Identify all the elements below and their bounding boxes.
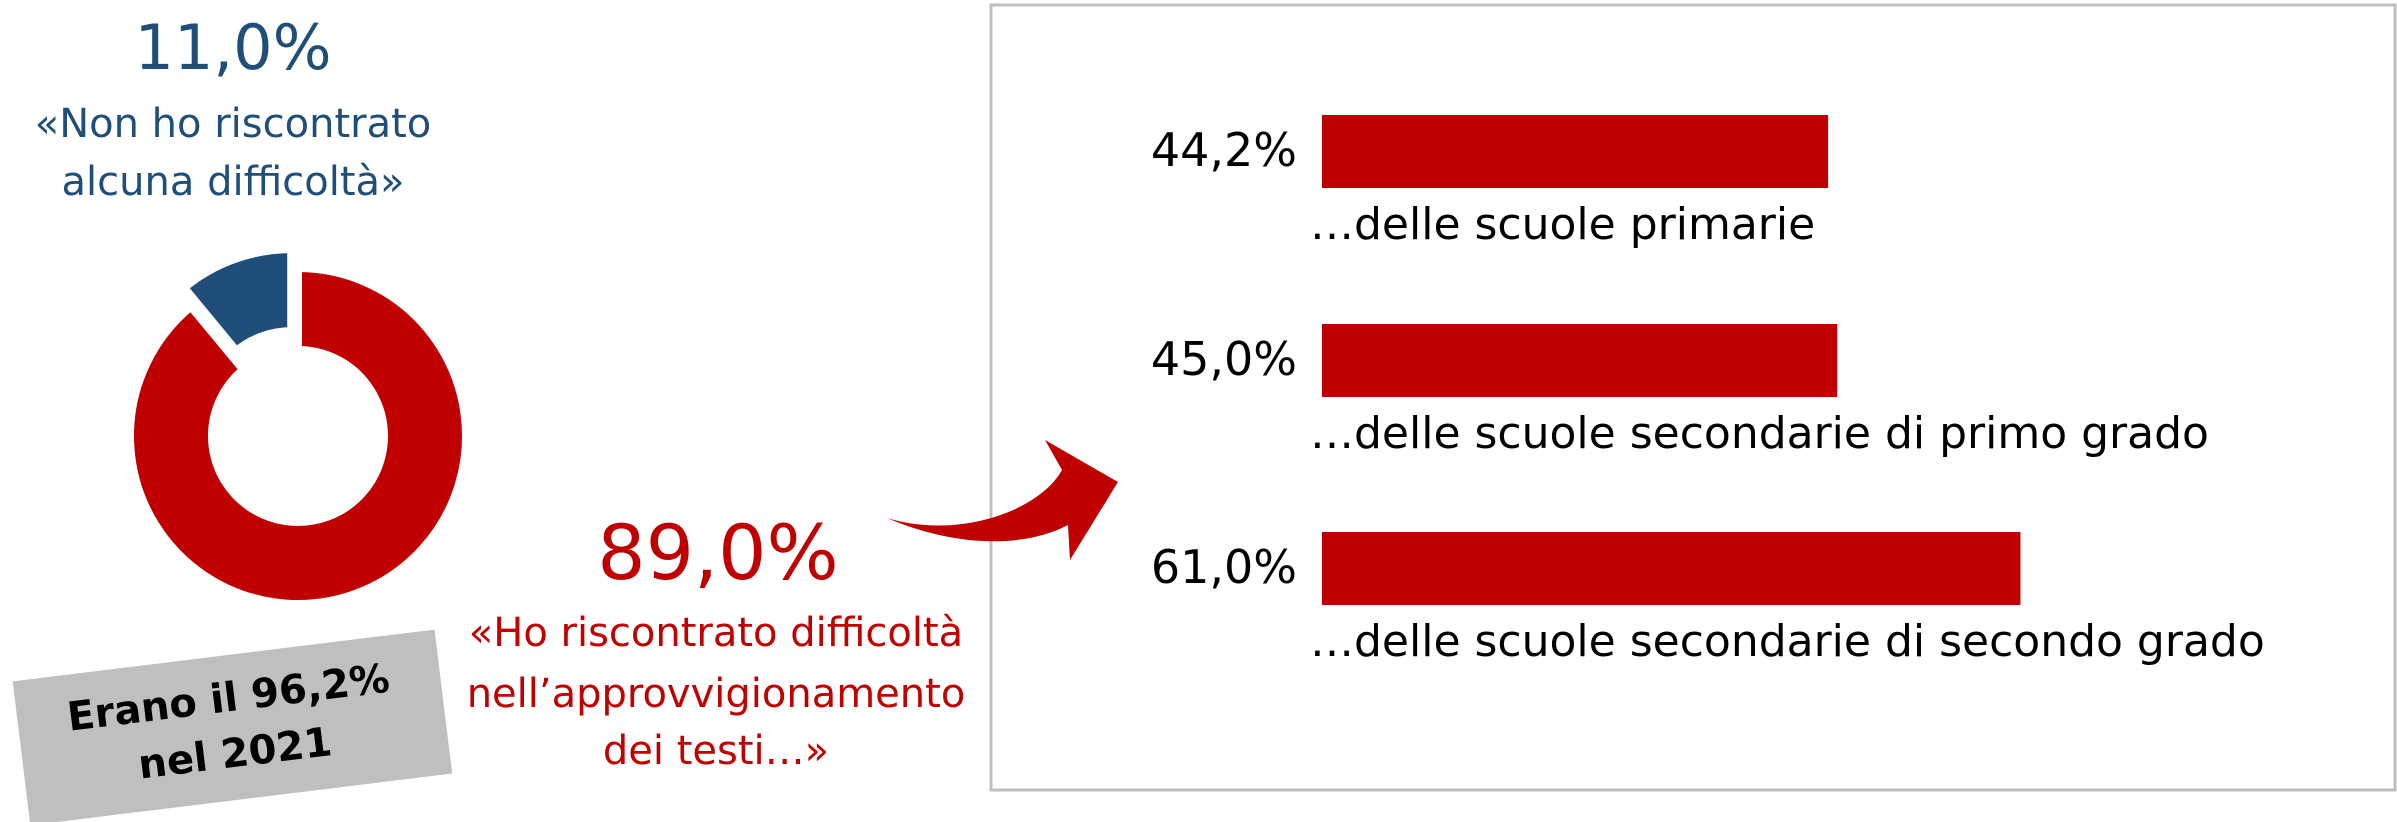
slice-label: «Ho riscontrato difficoltà (469, 610, 963, 656)
bar (1322, 324, 1838, 397)
donut-slice (178, 245, 296, 357)
value-label: 89,0% (597, 508, 838, 597)
category-label: …delle scuole secondarie di secondo grad… (1310, 616, 2265, 667)
value-label: 61,0% (1151, 540, 1297, 594)
category-label: …delle scuole primarie (1310, 199, 1815, 250)
donut-slice (126, 263, 470, 608)
slice-label: dei testi…» (603, 728, 829, 774)
slice-label: nell’approvvigionamento (467, 671, 966, 717)
bar (1322, 532, 2021, 605)
bar (1322, 115, 1829, 188)
arrow (887, 440, 1118, 560)
value-label: 11,0% (135, 11, 332, 84)
value-label: 45,0% (1151, 332, 1297, 386)
note-box: Erano il 96,2% nel 2021 (12, 629, 453, 822)
note-bg (12, 629, 453, 822)
slice-label: alcuna difficoltà» (62, 159, 405, 205)
category-label: …delle scuole secondarie di primo grado (1310, 408, 2209, 459)
slice-label: «Non ho riscontrato (35, 101, 431, 147)
donut (126, 245, 470, 608)
value-label: 44,2% (1151, 123, 1297, 177)
